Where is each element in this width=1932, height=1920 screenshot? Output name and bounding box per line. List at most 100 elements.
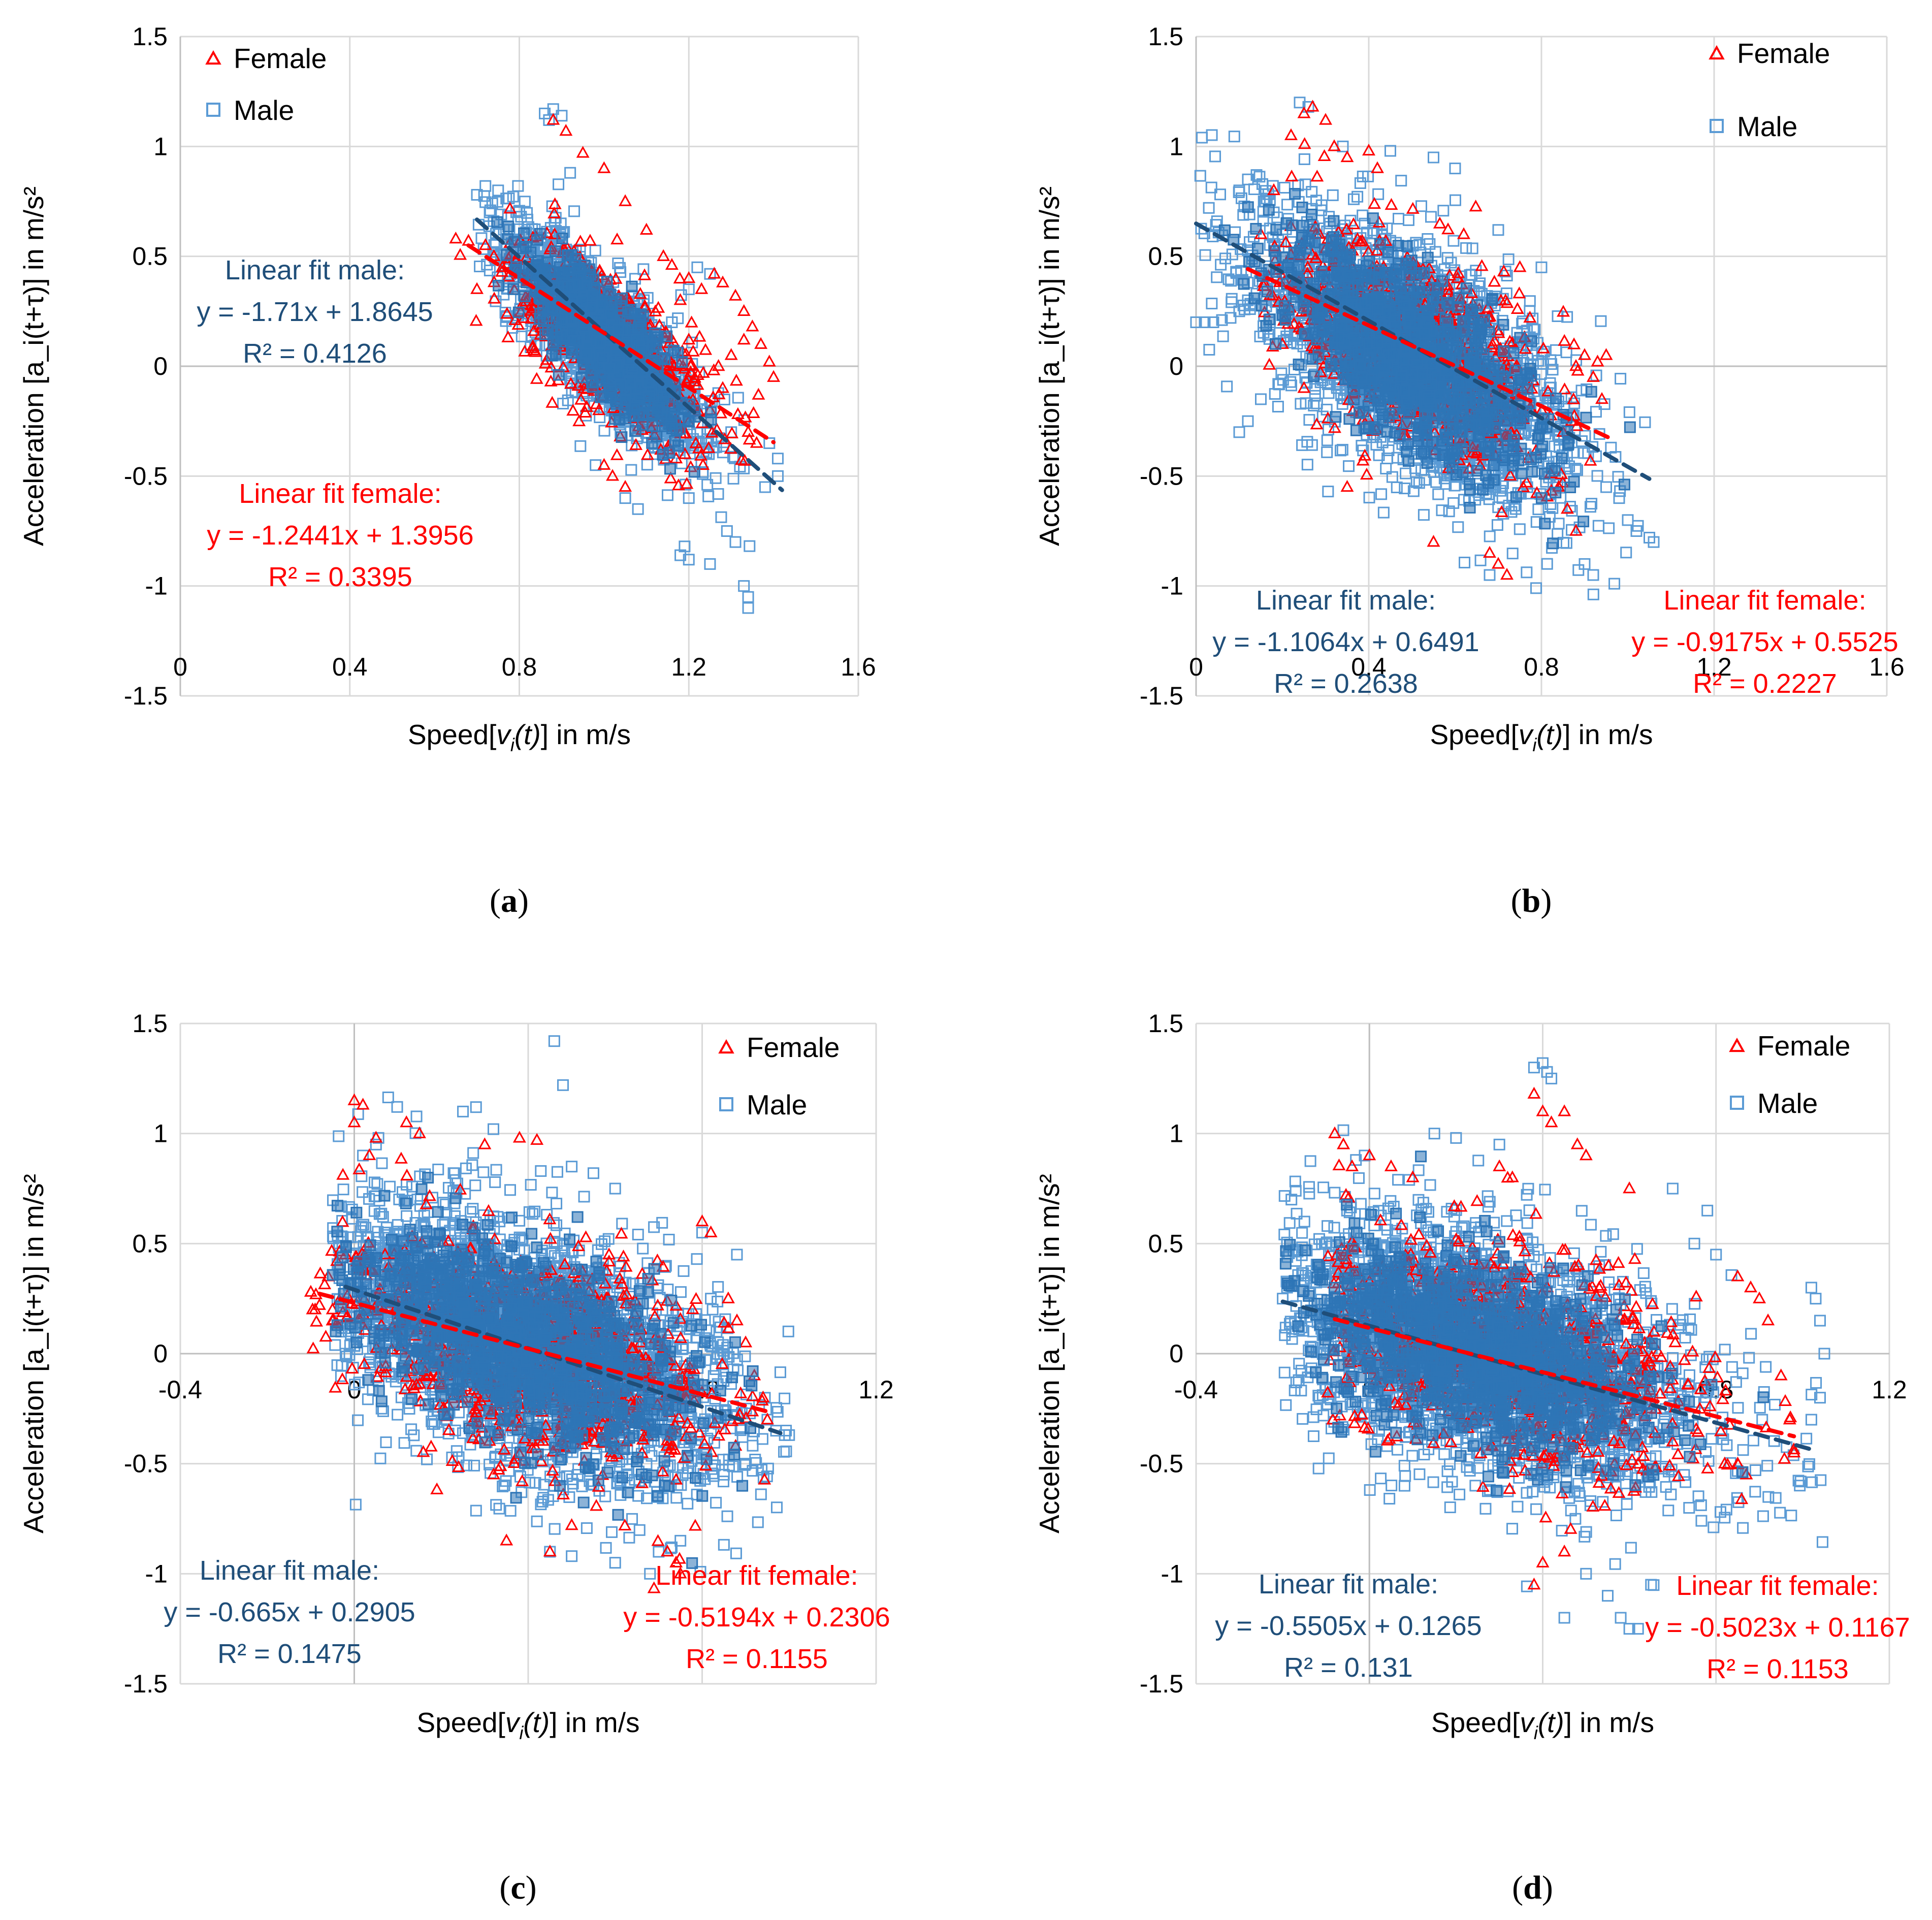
male-point bbox=[596, 299, 608, 311]
male-point bbox=[518, 227, 530, 239]
male-point bbox=[712, 488, 724, 500]
panel-caption: (a) bbox=[490, 882, 529, 919]
male-point bbox=[562, 281, 574, 293]
male-point bbox=[566, 325, 578, 337]
male-point bbox=[594, 336, 606, 348]
male-point bbox=[519, 290, 531, 302]
legend-male-label: Male bbox=[234, 94, 294, 126]
male-point bbox=[604, 309, 617, 321]
male-point bbox=[562, 264, 574, 276]
male-point bbox=[612, 257, 624, 269]
male-point bbox=[710, 472, 722, 484]
y-tick-label: -0.5 bbox=[124, 462, 168, 490]
male-point bbox=[556, 233, 568, 245]
male-fit-annotation-line: R² = 0.4126 bbox=[243, 338, 387, 369]
x-tick-label: 1.2 bbox=[671, 653, 706, 681]
x-tick-label: 0 bbox=[1189, 653, 1203, 681]
male-point bbox=[727, 472, 739, 485]
male-point bbox=[609, 413, 621, 425]
x-tick-label: 0 bbox=[173, 653, 187, 681]
female-fit-annotation-line: y = -1.2441x + 1.3956 bbox=[207, 520, 473, 551]
y-tick-label: -1.5 bbox=[1140, 682, 1183, 710]
male-point bbox=[520, 240, 532, 252]
male-point bbox=[546, 302, 559, 314]
male-point bbox=[537, 315, 550, 328]
male-point bbox=[666, 423, 678, 435]
male-point bbox=[652, 405, 664, 417]
male-point bbox=[491, 216, 503, 228]
male-point bbox=[556, 313, 568, 325]
male-point bbox=[597, 372, 609, 384]
male-point bbox=[587, 381, 599, 393]
male-point bbox=[603, 362, 616, 374]
y-tick-label: 1.5 bbox=[1148, 22, 1183, 51]
male-point bbox=[695, 457, 707, 469]
male-point bbox=[642, 376, 654, 388]
male-point bbox=[705, 406, 717, 419]
male-point bbox=[672, 346, 684, 359]
male-point bbox=[651, 430, 663, 442]
y-tick-label: -1 bbox=[145, 572, 168, 600]
y-tick-label: 1 bbox=[153, 132, 168, 161]
male-point bbox=[539, 328, 552, 340]
male-point bbox=[578, 259, 591, 271]
y-axis-label: Acceleration [a_i(t+τ)] in m/s² bbox=[18, 186, 49, 546]
male-point bbox=[534, 228, 546, 240]
male-point bbox=[637, 419, 649, 431]
y-tick-label: 0 bbox=[153, 352, 168, 380]
y-tick-label: 1 bbox=[1169, 132, 1183, 161]
y-tick-label: -1 bbox=[1161, 572, 1183, 600]
male-fit-annotation-line: Linear fit male: bbox=[225, 255, 405, 285]
male-point bbox=[553, 369, 565, 381]
panel-a: -1.5 -1 -0.5 0 0.5 1 1.5 0 0.4 0.8 1.2 1.6 Female Mal… bbox=[18, 22, 876, 919]
male-point bbox=[586, 289, 598, 301]
y-tick-label: -1.5 bbox=[124, 682, 168, 710]
male-point bbox=[661, 330, 673, 342]
male-point bbox=[507, 283, 520, 295]
male-point bbox=[669, 435, 681, 447]
male-point bbox=[646, 420, 658, 432]
male-point bbox=[635, 322, 647, 334]
male-point bbox=[620, 394, 632, 406]
male-point bbox=[643, 391, 655, 403]
male-point bbox=[682, 414, 694, 427]
male-point bbox=[512, 306, 525, 318]
male-point bbox=[616, 431, 628, 443]
male-point bbox=[566, 344, 578, 356]
male-point bbox=[604, 392, 617, 404]
legend-female-label: Female bbox=[234, 43, 327, 74]
male-point bbox=[549, 245, 561, 257]
male-point bbox=[615, 379, 627, 391]
x-tick-label: 0.8 bbox=[1524, 653, 1559, 681]
y-tick-label: -0.5 bbox=[1140, 462, 1183, 490]
x-axis-label: Speed[vi(t)] in m/s bbox=[408, 719, 631, 755]
male-point bbox=[568, 334, 581, 346]
female-fit-annotation-line: R² = 0.3395 bbox=[268, 562, 412, 592]
male-point bbox=[594, 391, 606, 403]
male-point bbox=[666, 401, 679, 413]
y-tick-label: 0.5 bbox=[132, 242, 168, 271]
male-point bbox=[672, 312, 684, 325]
male-point bbox=[688, 466, 700, 478]
male-point bbox=[553, 178, 565, 190]
male-point bbox=[626, 280, 638, 293]
male-point bbox=[601, 275, 613, 287]
male-point bbox=[580, 347, 592, 360]
male-point bbox=[619, 407, 631, 419]
male-point bbox=[744, 540, 756, 552]
male-point bbox=[502, 220, 514, 233]
male-point bbox=[622, 306, 634, 318]
y-tick-label: 0.5 bbox=[1148, 242, 1183, 271]
x-tick-label: 0.4 bbox=[332, 653, 368, 681]
x-tick-label: 0.8 bbox=[502, 653, 537, 681]
male-point bbox=[576, 295, 589, 307]
x-tick-label: 1.6 bbox=[841, 653, 876, 681]
male-fit-annotation-line: y = -1.71x + 1.8645 bbox=[197, 297, 433, 327]
male-point bbox=[597, 351, 609, 364]
male-point bbox=[550, 348, 562, 360]
male-point bbox=[648, 341, 660, 353]
y-tick-label: 0 bbox=[1169, 352, 1183, 380]
y-tick-label: 1.5 bbox=[132, 22, 168, 51]
